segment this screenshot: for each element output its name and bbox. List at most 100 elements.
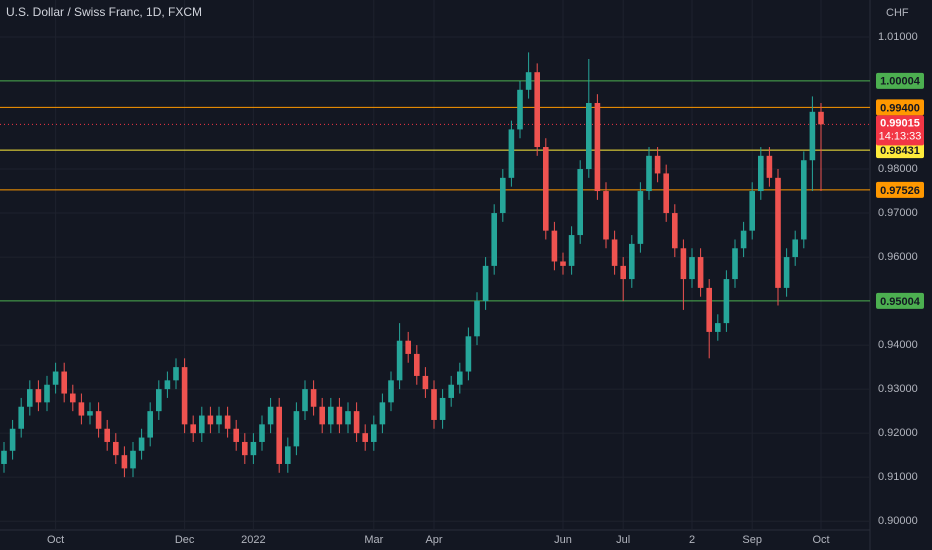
level-label-box xyxy=(876,142,924,159)
currency: CHF xyxy=(886,7,909,19)
candle-body xyxy=(52,371,59,385)
y-tick-label: 0.98000 xyxy=(878,163,918,175)
candle-body xyxy=(611,239,618,266)
candle-body xyxy=(723,279,730,324)
candle-body xyxy=(293,411,300,447)
candle-body xyxy=(465,336,472,372)
x-tick-label: Oct xyxy=(812,534,829,546)
y-tick-label: 1.01000 xyxy=(878,31,918,43)
candle-body xyxy=(113,441,119,456)
candle-body xyxy=(482,265,489,302)
candle-body xyxy=(775,177,781,288)
candle-body xyxy=(276,406,282,464)
candle-body xyxy=(560,261,566,266)
candle-body xyxy=(534,72,540,148)
candle-body xyxy=(216,415,222,425)
candle-body xyxy=(44,384,50,403)
candle-body xyxy=(121,455,128,469)
candle-body xyxy=(732,248,738,280)
candle-body xyxy=(517,89,523,130)
x-tick-label: Jun xyxy=(554,534,572,546)
x-tick-label: Jul xyxy=(616,534,630,546)
candle-body xyxy=(715,323,721,332)
x-tick-label: Sep xyxy=(742,534,762,546)
candle-body xyxy=(1,450,7,464)
candle-body xyxy=(766,155,773,178)
candle-body xyxy=(405,340,411,354)
axes: 1.01000 0.98000 0.97000 0.96000 0.94000 0.930… xyxy=(47,31,924,546)
y-tick-label: 0.92000 xyxy=(878,427,918,439)
last-price-label: 0.99015 xyxy=(880,117,920,129)
x-tick-label: 2 xyxy=(689,534,695,546)
candle-body xyxy=(491,213,497,266)
candle-body xyxy=(422,375,429,390)
candle-body xyxy=(758,155,764,192)
candle-body xyxy=(525,72,532,90)
candle-body xyxy=(508,129,515,178)
candle-body xyxy=(439,397,446,420)
candle-body xyxy=(474,301,480,337)
candle-body xyxy=(199,415,205,434)
y-tick-label: 0.91000 xyxy=(878,471,918,483)
candle-body xyxy=(457,371,463,385)
candle-body xyxy=(61,371,67,394)
candle-body xyxy=(448,384,454,398)
candle-body xyxy=(130,450,136,469)
level-label-box xyxy=(876,181,924,198)
candle-body xyxy=(207,415,214,425)
candle-body xyxy=(620,265,626,280)
level-label: 0.97526 xyxy=(880,185,920,197)
candle-body xyxy=(78,402,85,416)
candle-body xyxy=(783,257,790,288)
candle-body xyxy=(603,191,609,240)
level-label: 0.99400 xyxy=(880,102,920,114)
candle-body xyxy=(353,411,360,434)
last-price-box xyxy=(876,115,924,146)
y-tick-label: 0.97000 xyxy=(878,207,918,219)
y-tick-label: 0.96000 xyxy=(878,251,918,263)
candle-body xyxy=(697,257,704,288)
candle-body xyxy=(336,406,343,425)
candle-body xyxy=(190,424,196,434)
candle-body xyxy=(164,380,171,390)
candle-body xyxy=(396,340,403,381)
candle-body xyxy=(637,191,644,244)
candle-body xyxy=(689,257,695,280)
level-label: 1.00004 xyxy=(880,76,921,88)
candle-body xyxy=(543,147,549,231)
candle-body xyxy=(801,160,807,240)
y-tick-label: 0.90000 xyxy=(878,515,918,527)
level-label-box xyxy=(876,99,924,116)
candle-body xyxy=(138,437,145,451)
candle-body xyxy=(654,155,661,174)
candle-body xyxy=(27,389,33,407)
candle-body xyxy=(500,177,506,214)
y-tick-label: 0.93000 xyxy=(878,383,918,395)
x-tick-label: Dec xyxy=(175,534,195,546)
candle-body xyxy=(18,406,24,429)
candle-body xyxy=(792,239,798,258)
candle-body xyxy=(181,367,188,425)
candle-body xyxy=(749,191,755,231)
candle-body xyxy=(87,411,93,416)
candle-body xyxy=(594,103,601,192)
candle-body xyxy=(285,446,291,464)
candle-body xyxy=(680,248,687,280)
y-tick-label: 0.94000 xyxy=(878,339,918,351)
candle-body xyxy=(259,424,265,442)
candle-body xyxy=(156,389,162,412)
candle-body xyxy=(233,428,239,442)
candle-body xyxy=(310,389,317,407)
level-label-box xyxy=(876,292,924,309)
levels xyxy=(0,80,870,302)
countdown-label: 14:13:33 xyxy=(879,130,922,142)
candle-body xyxy=(147,411,153,438)
candle-body xyxy=(9,428,16,451)
candle-body xyxy=(706,287,712,332)
candle-body xyxy=(319,406,325,425)
level-label: 0.95004 xyxy=(880,296,921,308)
candle-body xyxy=(224,415,231,429)
candle-body xyxy=(173,367,179,381)
candle-body xyxy=(818,111,824,125)
